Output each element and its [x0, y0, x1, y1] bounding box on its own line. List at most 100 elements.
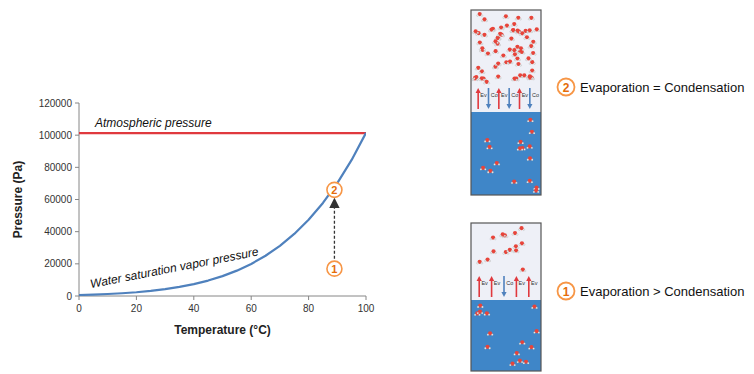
arrow-label: Ev	[481, 280, 488, 286]
hydrogen	[527, 78, 529, 80]
hydrogen	[487, 171, 489, 173]
hydrogen	[502, 28, 504, 30]
oxygen	[515, 56, 519, 60]
molecule	[472, 76, 478, 80]
hydrogen	[530, 54, 532, 56]
hydrogen	[480, 168, 482, 170]
hydrogen	[513, 39, 515, 41]
liquid-water	[471, 300, 541, 371]
hydrogen	[517, 142, 519, 144]
hydrogen	[515, 18, 517, 20]
oxygen	[485, 138, 489, 142]
hydrogen	[525, 59, 527, 61]
hydrogen	[489, 54, 491, 56]
hydrogen	[517, 247, 519, 249]
molecule	[490, 27, 496, 31]
molecule	[481, 33, 487, 37]
molecule	[512, 231, 518, 235]
hydrogen	[511, 79, 513, 81]
hydrogen	[477, 312, 479, 314]
hydrogen	[538, 30, 540, 32]
hydrogen	[510, 31, 512, 33]
hydrogen	[528, 18, 530, 20]
hydrogen	[527, 147, 529, 149]
molecule	[529, 130, 535, 134]
hydrogen	[529, 132, 531, 134]
oxygen	[501, 232, 505, 236]
hydrogen	[486, 20, 488, 22]
molecule	[503, 14, 509, 18]
hydrogen	[520, 270, 522, 272]
molecule	[477, 260, 483, 264]
hydrogen	[533, 348, 535, 350]
arrow-head	[507, 104, 512, 109]
molecule	[527, 156, 533, 160]
vapor-space	[471, 223, 541, 300]
hydrogen	[494, 163, 496, 165]
molecule	[484, 257, 490, 261]
molecule	[503, 250, 509, 254]
hydrogen	[527, 31, 529, 33]
oxygen	[531, 40, 535, 44]
molecule	[475, 66, 481, 70]
container-diagram: EvEvCoEvEv	[471, 223, 541, 371]
hydrogen	[506, 236, 508, 238]
molecule	[490, 249, 496, 253]
molecule	[479, 69, 485, 73]
hydrogen	[521, 361, 523, 363]
molecule	[510, 28, 516, 32]
hydrogen	[503, 253, 505, 255]
oxygen	[482, 33, 486, 37]
x-tick	[366, 296, 367, 300]
oxygen	[476, 66, 480, 70]
hydrogen	[519, 343, 521, 345]
molecule	[527, 28, 533, 32]
hydrogen	[523, 362, 525, 364]
hydrogen	[497, 52, 499, 54]
molecule	[500, 53, 506, 57]
molecule	[500, 232, 506, 236]
hydrogen	[490, 238, 492, 240]
molecule	[513, 248, 519, 252]
hydrogen	[527, 181, 529, 183]
molecule	[477, 12, 483, 16]
label-badge	[558, 79, 575, 96]
molecule	[528, 44, 534, 48]
hydrogen	[481, 262, 483, 264]
hydrogen	[488, 314, 490, 316]
hydrogen	[511, 51, 513, 53]
molecule	[517, 359, 523, 363]
hydrogen	[517, 79, 519, 81]
hydrogen	[484, 314, 486, 316]
oxygen	[501, 53, 505, 57]
hydrogen	[479, 314, 481, 316]
oxygen	[474, 29, 478, 33]
oxygen	[534, 188, 538, 192]
hydrogen	[531, 31, 533, 33]
hydrogen	[508, 39, 510, 41]
hydrogen	[531, 181, 533, 183]
molecule	[484, 80, 490, 84]
molecule	[473, 75, 479, 79]
hydrogen	[518, 49, 520, 51]
oxygen	[485, 311, 489, 315]
hydrogen	[504, 26, 506, 28]
hydrogen	[481, 312, 483, 314]
molecule	[484, 311, 490, 315]
hydrogen	[486, 147, 488, 149]
molecule	[527, 179, 533, 183]
hydrogen	[481, 15, 483, 17]
oxygen	[478, 310, 482, 314]
x-tick-label: 0	[76, 303, 82, 314]
hydrogen	[523, 244, 525, 246]
molecule	[484, 345, 490, 349]
oxygen	[504, 60, 508, 64]
molecule	[519, 241, 525, 245]
hydrogen	[514, 354, 516, 356]
molecule	[515, 16, 521, 20]
hydrogen	[484, 49, 486, 51]
y-tick	[75, 103, 79, 104]
hydrogen	[536, 307, 538, 309]
figure: 0204060801000200004000060000800001000001…	[0, 0, 754, 374]
hydrogen	[518, 229, 520, 231]
